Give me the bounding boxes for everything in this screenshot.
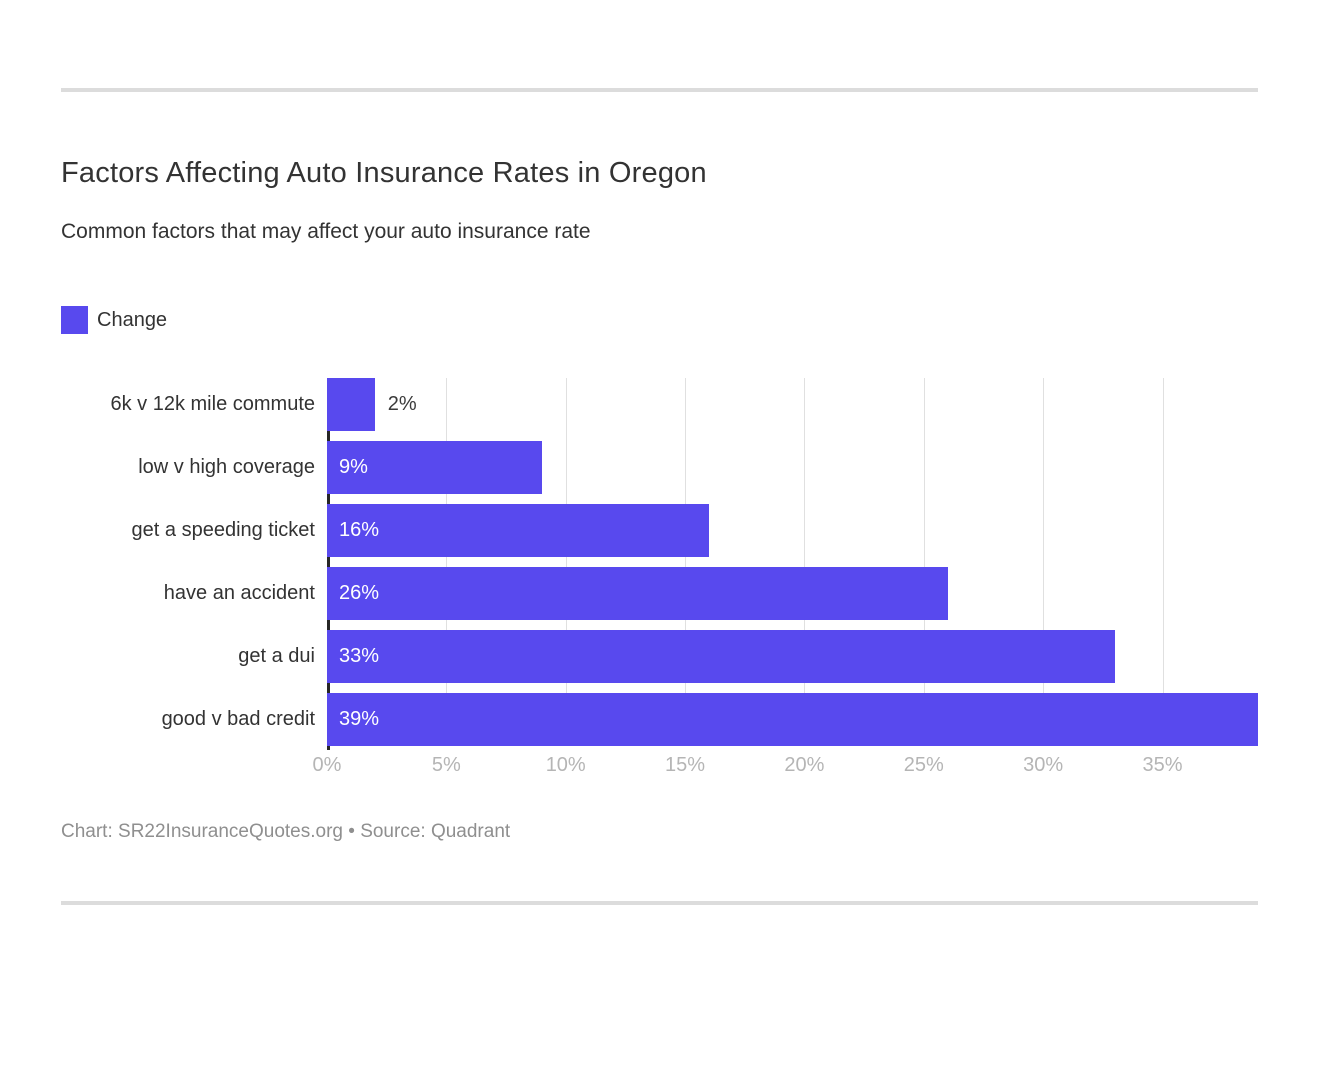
category-label: low v high coverage (138, 456, 315, 478)
x-tick-label: 30% (1023, 754, 1064, 776)
category-label: 6k v 12k mile commute (110, 393, 315, 415)
gridline (804, 378, 806, 746)
bar-chart: 6k v 12k mile commute 2% low v high covera… (61, 378, 1258, 750)
plot-area (327, 378, 1258, 750)
bar-row: 6k v 12k mile commute 2% (61, 378, 1258, 431)
category-label: get a speeding ticket (131, 519, 315, 541)
x-tick-label: 15% (665, 754, 706, 776)
gridline (1162, 378, 1164, 746)
bar-row: low v high coverage 9% (61, 441, 1258, 494)
x-tick-label: 35% (1142, 754, 1183, 776)
category-label: good v bad credit (161, 708, 315, 730)
category-label: get a dui (238, 645, 315, 667)
bar-track: 26% (327, 567, 1258, 620)
bar: 33% (327, 630, 1115, 683)
x-axis-ticks: 0% 5% 10% 15% 20% 25% 30% 35% (313, 754, 1258, 784)
gridline (446, 378, 448, 746)
bar-value-label: 16% (339, 519, 380, 541)
bar-rows: 6k v 12k mile commute 2% low v high covera… (61, 378, 1258, 746)
chart-title: Factors Affecting Auto Insurance Rates i… (61, 157, 707, 189)
bar-track: 16% (327, 504, 1258, 557)
top-divider (61, 88, 1258, 92)
x-tick-label: 25% (903, 754, 944, 776)
y-axis-line (327, 378, 330, 750)
gridline (923, 378, 925, 746)
bar-row: get a dui 33% (61, 630, 1258, 683)
bar-track: 39% (327, 693, 1258, 746)
bar-value-label: 26% (339, 582, 380, 604)
bar-track: 2% (327, 378, 1258, 431)
category-label: have an accident (163, 582, 315, 604)
bar-value-label: 9% (339, 456, 368, 478)
bar-value-label: 2% (387, 393, 417, 415)
chart-card: Factors Affecting Auto Insurance Rates i… (0, 88, 1320, 1078)
bottom-divider (61, 901, 1258, 905)
bar (327, 378, 375, 431)
chart-subtitle: Common factors that may affect your auto… (61, 220, 591, 243)
bar: 39% (327, 693, 1258, 746)
bar: 9% (327, 441, 542, 494)
gridline (1043, 378, 1045, 746)
x-tick-label: 10% (545, 754, 586, 776)
x-tick-label: 20% (784, 754, 825, 776)
bar-row: get a speeding ticket 16% (61, 504, 1258, 557)
legend-label: Change (97, 308, 168, 331)
bar: 16% (327, 504, 709, 557)
bar-row: good v bad credit 39% (61, 693, 1258, 746)
x-tick-label: 5% (431, 754, 461, 776)
bar-value-label: 39% (339, 708, 380, 730)
bar-row: have an accident 26% (61, 567, 1258, 620)
legend: Change (61, 306, 1320, 334)
bar-track: 9% (327, 441, 1258, 494)
gridline (565, 378, 567, 746)
chart-footer: Chart: SR22InsuranceQuotes.org • Source:… (61, 821, 511, 842)
bar: 26% (327, 567, 948, 620)
bar-value-label: 33% (339, 645, 380, 667)
x-tick-label: 0% (312, 754, 342, 776)
legend-swatch-icon (61, 306, 88, 334)
bar-track: 33% (327, 630, 1258, 683)
gridline (685, 378, 687, 746)
